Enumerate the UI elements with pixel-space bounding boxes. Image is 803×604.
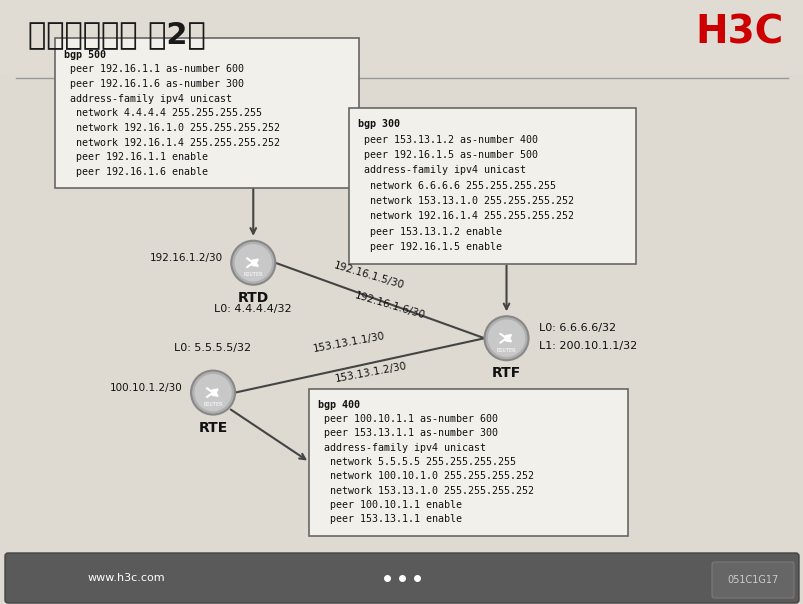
- Text: 051C1G17: 051C1G17: [727, 575, 777, 585]
- Text: RTD: RTD: [238, 291, 268, 305]
- Text: 192.16.1.2/30: 192.16.1.2/30: [150, 252, 223, 263]
- Text: network 100.10.1.0 255.255.255.252: network 100.10.1.0 255.255.255.252: [317, 471, 533, 481]
- Text: network 192.16.1.4 255.255.255.252: network 192.16.1.4 255.255.255.252: [357, 211, 573, 222]
- Circle shape: [191, 371, 234, 414]
- Circle shape: [234, 244, 271, 281]
- FancyBboxPatch shape: [349, 108, 635, 264]
- Text: peer 100.10.1.1 enable: peer 100.10.1.1 enable: [317, 500, 461, 510]
- Text: network 6.6.6.6 255.255.255.255: network 6.6.6.6 255.255.255.255: [357, 181, 555, 191]
- Text: ROUTER: ROUTER: [203, 402, 222, 407]
- Text: 100.10.1.2/30: 100.10.1.2/30: [110, 382, 183, 393]
- FancyBboxPatch shape: [55, 38, 358, 188]
- Text: network 192.16.1.4 255.255.255.252: network 192.16.1.4 255.255.255.252: [64, 138, 280, 147]
- Text: 153.13.1.2/30: 153.13.1.2/30: [333, 361, 407, 384]
- Text: L0: 4.4.4.4/32: L0: 4.4.4.4/32: [214, 304, 291, 313]
- Text: bgp 500: bgp 500: [64, 50, 106, 60]
- Text: network 5.5.5.5 255.255.255.255: network 5.5.5.5 255.255.255.255: [317, 457, 515, 467]
- Text: bgp 400: bgp 400: [317, 400, 359, 410]
- Text: peer 192.16.1.6 enable: peer 192.16.1.6 enable: [64, 167, 208, 177]
- Text: peer 192.16.1.6 as-number 300: peer 192.16.1.6 as-number 300: [64, 79, 244, 89]
- Text: peer 192.16.1.1 enable: peer 192.16.1.1 enable: [64, 152, 208, 162]
- Text: address-family ipv4 unicast: address-family ipv4 unicast: [64, 94, 232, 103]
- Text: peer 153.13.1.2 as-number 400: peer 153.13.1.2 as-number 400: [357, 135, 537, 145]
- Text: network 192.16.1.0 255.255.255.252: network 192.16.1.0 255.255.255.252: [64, 123, 280, 133]
- Text: www.h3c.com: www.h3c.com: [88, 573, 165, 583]
- Text: bgp 300: bgp 300: [357, 120, 399, 129]
- Text: L0: 5.5.5.5/32: L0: 5.5.5.5/32: [174, 342, 251, 353]
- Text: RTF: RTF: [491, 366, 520, 381]
- FancyBboxPatch shape: [308, 388, 627, 536]
- Text: peer 192.16.1.5 as-number 500: peer 192.16.1.5 as-number 500: [357, 150, 537, 160]
- Text: H3C: H3C: [695, 14, 783, 52]
- Text: address-family ipv4 unicast: address-family ipv4 unicast: [357, 165, 525, 175]
- Text: peer 153.13.1.1 as-number 300: peer 153.13.1.1 as-number 300: [317, 428, 497, 439]
- Text: L1: 200.10.1.1/32: L1: 200.10.1.1/32: [538, 341, 636, 352]
- Circle shape: [484, 316, 528, 360]
- Text: peer 153.13.1.1 enable: peer 153.13.1.1 enable: [317, 515, 461, 524]
- Text: network 153.13.1.0 255.255.255.252: network 153.13.1.0 255.255.255.252: [317, 486, 533, 496]
- Text: peer 153.13.1.2 enable: peer 153.13.1.2 enable: [357, 226, 501, 237]
- Text: peer 100.10.1.1 as-number 600: peer 100.10.1.1 as-number 600: [317, 414, 497, 424]
- Text: RTE: RTE: [198, 420, 227, 435]
- Text: L0: 6.6.6.6/32: L0: 6.6.6.6/32: [538, 323, 615, 333]
- Text: peer 192.16.1.1 as-number 600: peer 192.16.1.1 as-number 600: [64, 64, 244, 74]
- Text: address-family ipv4 unicast: address-family ipv4 unicast: [317, 443, 485, 453]
- Text: 192.16.1.5/30: 192.16.1.5/30: [332, 260, 406, 291]
- Text: ROUTER: ROUTER: [496, 348, 516, 353]
- Text: 网络基本配置 （2）: 网络基本配置 （2）: [28, 20, 206, 49]
- Text: peer 192.16.1.5 enable: peer 192.16.1.5 enable: [357, 242, 501, 252]
- Circle shape: [487, 320, 524, 357]
- Text: 153.13.1.1/30: 153.13.1.1/30: [312, 331, 385, 354]
- FancyBboxPatch shape: [711, 562, 793, 598]
- Circle shape: [194, 374, 231, 411]
- FancyBboxPatch shape: [5, 553, 798, 603]
- Text: network 153.13.1.0 255.255.255.252: network 153.13.1.0 255.255.255.252: [357, 196, 573, 206]
- Text: 192.16.1.6/30: 192.16.1.6/30: [353, 290, 426, 321]
- Circle shape: [231, 241, 275, 284]
- FancyBboxPatch shape: [0, 0, 803, 75]
- Text: ROUTER: ROUTER: [243, 272, 263, 277]
- Text: network 4.4.4.4 255.255.255.255: network 4.4.4.4 255.255.255.255: [64, 108, 262, 118]
